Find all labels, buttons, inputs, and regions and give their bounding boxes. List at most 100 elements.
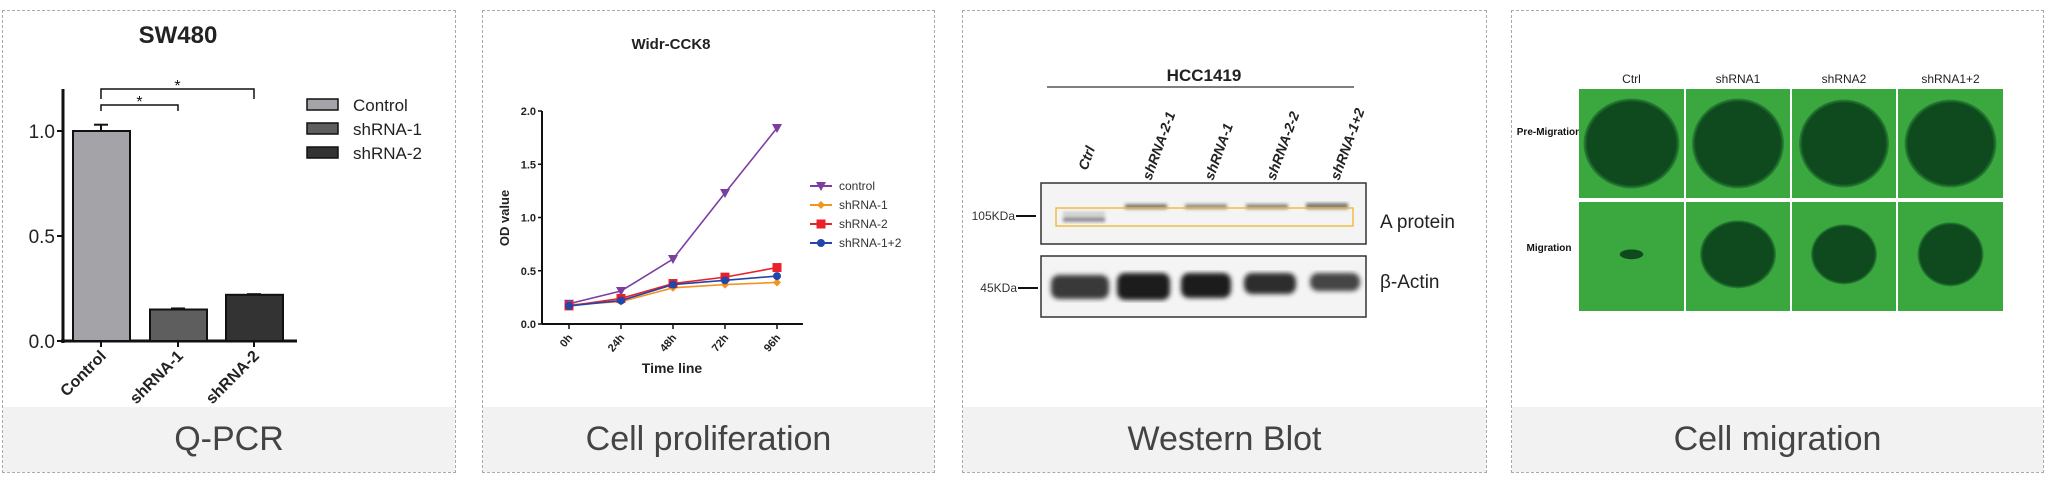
highlight-box [1055,207,1354,227]
band [1244,273,1296,294]
marker-45kda: 45KDa [980,281,1017,295]
x-tick-label: Control [58,348,110,400]
migration-image-migration-shrna1+2 [1898,202,2003,311]
x-tick-label: 96h [762,332,784,354]
migration-image-migration-shrna2 [1792,202,1896,311]
data-point-control [720,189,730,199]
column-label: shRNA1 [1715,72,1761,86]
data-point-control [772,124,782,134]
data-point-shRNA-1+2 [773,272,781,281]
band [1181,273,1231,298]
y-tick-label: 1.0 [29,122,55,143]
lane-label: shRNA-1+2 [1327,106,1368,182]
qpcr-bar-chart: SW480 0.0 0.5 1.0 Control shRNA-1 shRNA-2 * * Co… [29,22,422,408]
x-tick-label: shRNA-2 [203,348,263,408]
bar-shrna-2 [225,293,284,342]
cck8-line-chart: Widr-CCK8 Time line OD value 0.0 0.5 1.0 1.… [497,36,902,376]
y-tick-label: 2.0 [521,106,536,118]
y-axis-label: OD value [497,190,512,246]
legend-label: shRNA-1 [353,120,422,139]
x-tick-label: 24h [606,332,628,354]
series-line-control [568,127,778,305]
y-tick-label: 1.0 [521,213,536,225]
lane-label: shRNA-2-2 [1263,109,1303,182]
y-tick-label: 0.5 [29,227,55,248]
band [1063,212,1105,215]
qpcr-panel: SW480 0.0 0.5 1.0 Control shRNA-1 shRNA-2 * * Co… [2,10,456,473]
migration-image-pre-migration-shrna1 [1686,89,1790,198]
y-tick-label: 0.5 [521,266,536,278]
y-tick-label: 0.0 [521,319,536,331]
band [1063,217,1105,222]
x-axis-label: Time line [642,360,703,376]
migration-image-pre-migration-shrna1+2 [1898,89,2003,198]
legend-marker [817,201,825,209]
migration-image-migration-shrna1 [1686,202,1790,311]
western-blot-figure: HCC1419 Ctrl shRNA-2-1 shRNA-1 shRNA-2-2… [972,66,1455,318]
caption-proliferation: Cell proliferation [483,407,934,472]
band [1125,204,1167,209]
migration-image-pre-migration-shrna2 [1792,89,1896,198]
band [1306,203,1348,209]
bar-shrna-1 [149,308,208,342]
lane-label: shRNA-2-1 [1139,109,1179,182]
data-point-control [616,286,626,296]
x-tick-label: shRNA-1 [127,348,187,408]
x-tick-label: 72h [710,332,732,354]
data-point-shRNA-1+2 [669,280,677,289]
western-blot-panel: HCC1419 Ctrl shRNA-2-1 shRNA-1 shRNA-2-2… [962,10,1487,473]
band [1185,204,1227,209]
significance-star: * [174,78,180,95]
band [1310,273,1360,291]
lane-label: Ctrl [1075,143,1099,172]
caption-migration: Cell migration [1512,407,2043,472]
migration-grid: Ctrl shRNA1 shRNA2 shRNA1+2 Pre-Migratio… [1512,11,2045,411]
proliferation-panel: Widr-CCK8 Time line OD value 0.0 0.5 1.0 1.… [482,10,935,473]
legend-label: Control [353,96,408,115]
legend-label: shRNA-1 [839,198,888,212]
marker-105kda: 105KDa [972,209,1016,223]
chart-title: SW480 [139,22,218,49]
legend-swatch [306,146,339,159]
legend-marker [817,239,825,247]
legend-label: shRNA-2 [353,144,422,163]
significance-bracket [100,88,255,99]
band [1246,204,1288,209]
band [1117,273,1170,300]
legend-swatch [306,98,339,111]
column-label: shRNA2 [1821,72,1867,86]
data-point-control [668,255,678,265]
lane-label: shRNA-1 [1201,121,1236,182]
caption-western: Western Blot [963,407,1486,472]
caption-qpcr: Q-PCR [3,407,455,472]
data-point-shRNA-1+2 [617,296,625,305]
data-point-shRNA-1+2 [565,301,573,310]
y-tick-label: 0.0 [29,332,55,353]
legend-label: control [839,179,875,193]
row-label: Migration [1526,243,1572,254]
protein-label-actin: β-Actin [1380,272,1440,293]
column-label: Ctrl [1622,72,1641,86]
legend-swatch [306,122,339,135]
data-point-shRNA-1+2 [721,276,729,285]
legend-marker [816,219,826,229]
significance-star: * [136,94,142,111]
migration-panel: Ctrl shRNA1 shRNA2 shRNA1+2 Pre-Migratio… [1511,10,2044,473]
significance-bracket [100,104,179,111]
data-point-shRNA-2 [772,263,782,273]
migration-image-migration-ctrl [1579,202,1684,311]
legend-marker [816,182,826,191]
protein-label-a: A protein [1380,212,1455,233]
x-tick-label: 48h [658,332,680,354]
bar-control [72,130,131,342]
column-label: shRNA1+2 [1921,72,1980,86]
y-tick-label: 1.5 [521,159,536,171]
row-label: Pre-Migration [1516,127,1582,138]
cell-line-title: HCC1419 [1167,66,1242,85]
x-tick-label: 0h [558,332,576,350]
legend-label: shRNA-2 [839,217,888,231]
migration-image-pre-migration-ctrl [1579,89,1684,198]
chart-title: Widr-CCK8 [631,36,710,53]
band [1051,275,1109,299]
data-point-shRNA-1 [773,278,781,287]
